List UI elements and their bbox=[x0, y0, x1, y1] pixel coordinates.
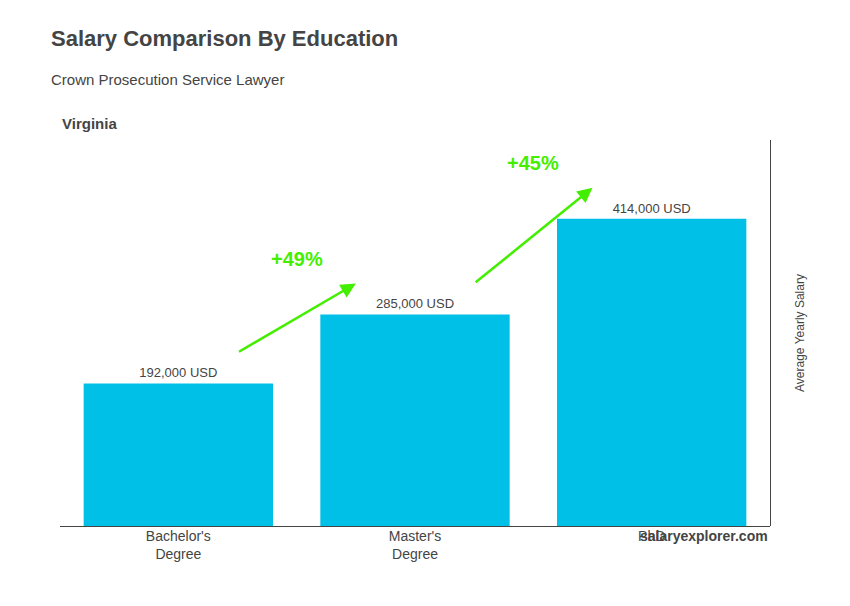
svg-text:192,000 USD: 192,000 USD bbox=[139, 365, 217, 380]
svg-text:salaryexplorer.com: salaryexplorer.com bbox=[640, 528, 768, 544]
svg-text:Salary Comparison By Education: Salary Comparison By Education bbox=[51, 26, 398, 51]
svg-text:Master'sDegree: Master'sDegree bbox=[389, 528, 441, 562]
svg-text:PhD: PhD bbox=[638, 528, 665, 544]
svg-text:Virginia: Virginia bbox=[62, 115, 117, 132]
svg-text:Crown Prosecution Service Lawy: Crown Prosecution Service Lawyer bbox=[51, 71, 284, 88]
svg-text:Average Yearly Salary: Average Yearly Salary bbox=[793, 274, 807, 392]
svg-text:Bachelor'sDegree: Bachelor'sDegree bbox=[146, 528, 211, 562]
svg-text:+49%: +49% bbox=[271, 248, 323, 270]
svg-text:414,000 USD: 414,000 USD bbox=[613, 201, 691, 216]
svg-text:285,000 USD: 285,000 USD bbox=[376, 296, 454, 311]
svg-text:+45%: +45% bbox=[507, 152, 559, 174]
